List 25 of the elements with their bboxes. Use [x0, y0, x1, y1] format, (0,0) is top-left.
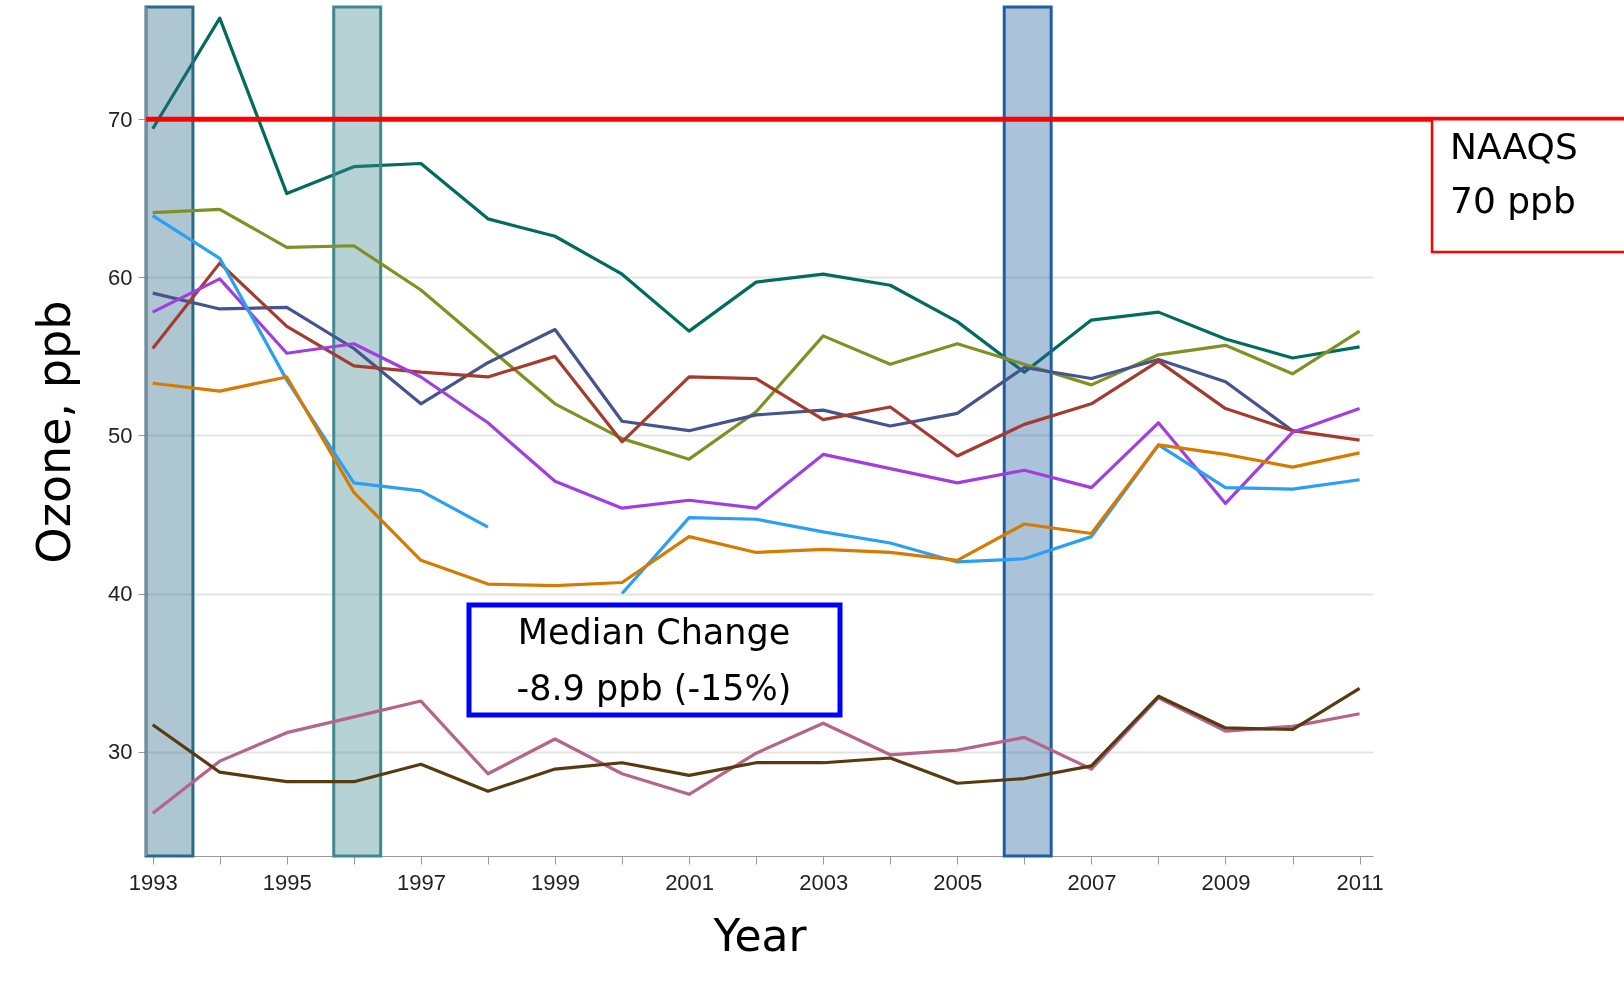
x-tick-label: 1999 — [531, 869, 580, 895]
y-axis-title: Ozone, ppb — [27, 300, 82, 564]
line-series — [151, 261, 1362, 458]
x-tick-label: 2009 — [1201, 869, 1251, 895]
x-tick-label: 2007 — [1067, 869, 1117, 895]
x-tick-label: 2003 — [799, 869, 849, 895]
y-tick-label: 40 — [108, 581, 133, 607]
x-axis-title: Year — [712, 909, 808, 961]
x-tick-label: 1993 — [128, 869, 178, 895]
line-series — [151, 207, 1362, 461]
x-tick-label: 1995 — [262, 869, 312, 895]
x-tick-label: 2011 — [1336, 869, 1384, 895]
line-series — [151, 16, 1362, 374]
line-series — [151, 277, 1362, 510]
y-tick-label: 70 — [108, 106, 133, 132]
x-tick-label: 2005 — [933, 869, 983, 895]
annotation: Median Change -8.9 ppb (-15%) — [516, 612, 792, 708]
x-tick-label: 1997 — [396, 869, 446, 895]
line-series — [151, 291, 1295, 433]
x-tick-label: 2001 — [665, 869, 715, 895]
line-series — [151, 375, 1362, 588]
y-tick-label: 30 — [108, 739, 133, 765]
ref-line-label: NAAQS 70 ppb — [1450, 126, 1578, 222]
y-tick-label: 50 — [108, 422, 133, 448]
y-tick-label: 60 — [108, 264, 133, 290]
